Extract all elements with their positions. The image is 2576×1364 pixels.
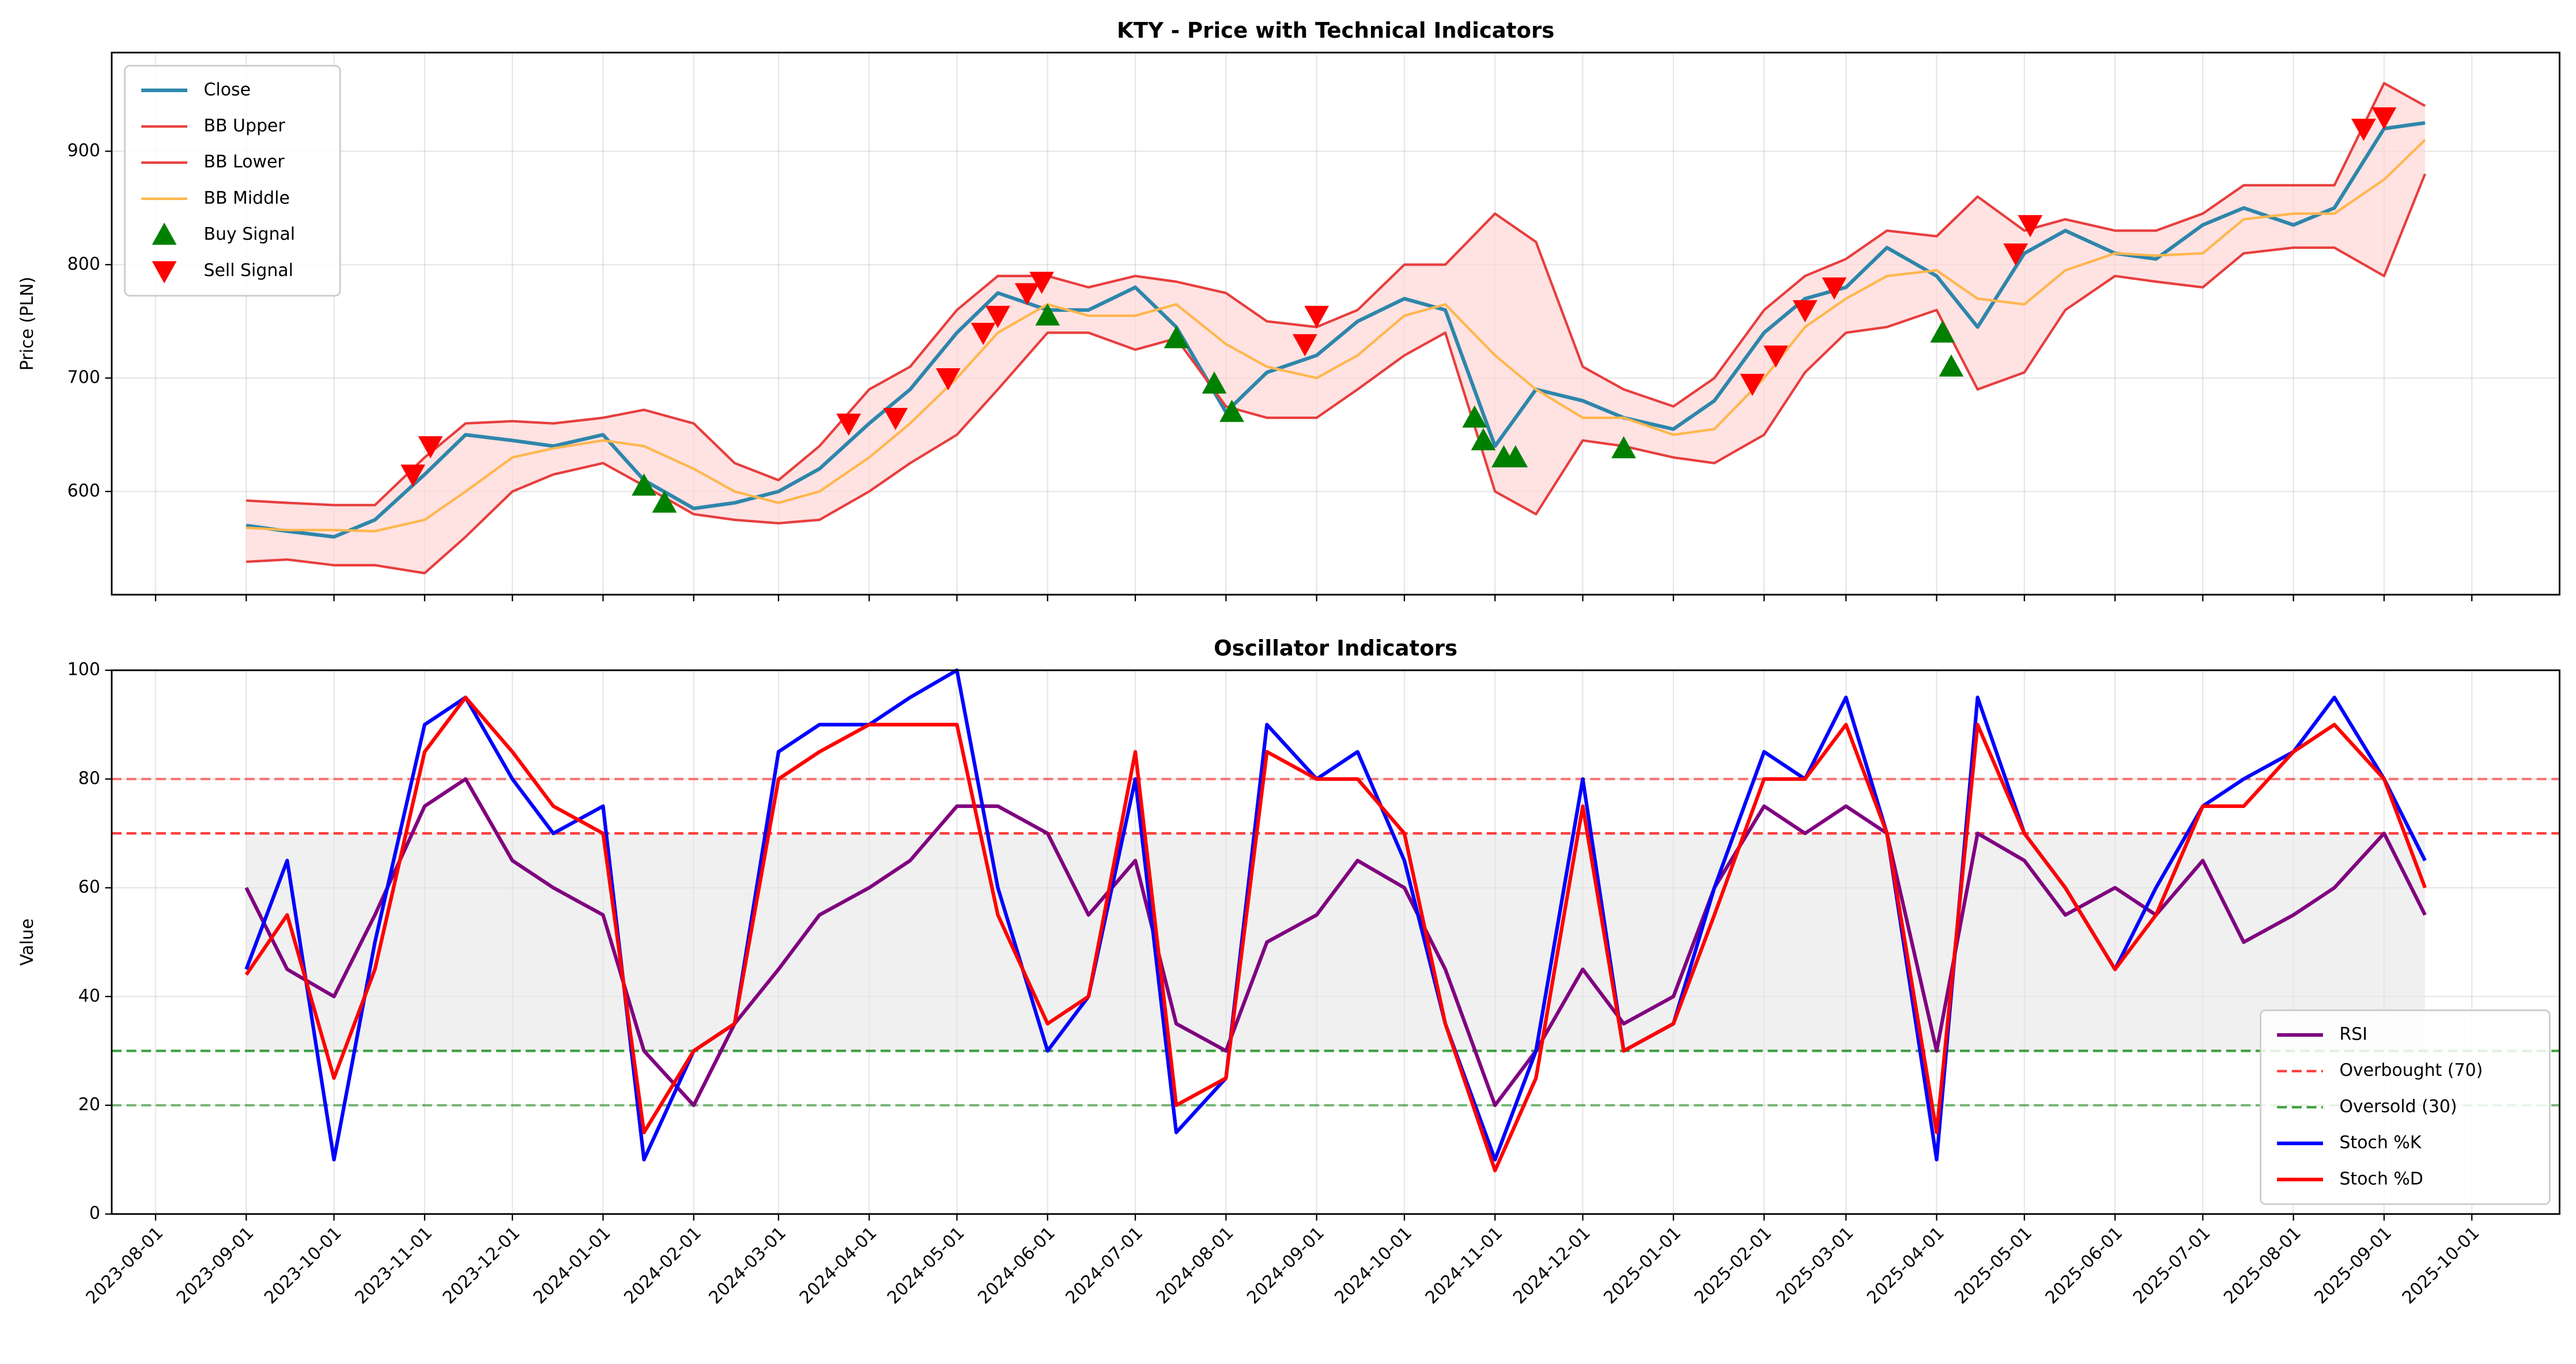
y-tick-label: 20 [78, 1095, 100, 1115]
signal-marker [1462, 405, 1487, 428]
legend-label: Stoch %D [2339, 1169, 2423, 1189]
signal-marker [2003, 243, 2028, 266]
legend-box [124, 65, 341, 297]
signal-marker [401, 464, 425, 487]
y-tick-label: 60 [78, 877, 100, 897]
signal-marker [1202, 371, 1227, 394]
signal-marker [1029, 271, 1055, 294]
legend-label: Overbought (70) [2339, 1060, 2483, 1080]
signal-marker [1014, 283, 1040, 305]
y-tick-label: 800 [67, 254, 100, 274]
legend-label: Buy Signal [203, 224, 295, 244]
signal-marker [883, 407, 908, 430]
signal-marker [1822, 277, 1847, 300]
series-line [244, 777, 2427, 1108]
legend-label: Close [203, 80, 251, 100]
signal-marker [632, 473, 656, 496]
y-tick-label: 80 [78, 768, 100, 788]
signal-marker [836, 413, 862, 436]
legend-box [2260, 1009, 2551, 1206]
signal-marker [2371, 107, 2397, 130]
signal-marker [2018, 215, 2043, 237]
legend-label: Oversold (30) [2339, 1097, 2457, 1117]
chart-title: Oscillator Indicators [1214, 636, 1457, 660]
legend-label: BB Lower [203, 152, 285, 172]
signal-marker [1792, 300, 1818, 323]
signal-marker [1930, 320, 1955, 343]
signal-marker [1763, 345, 1788, 368]
signal-marker [1304, 305, 1329, 328]
legend-label: BB Middle [203, 188, 289, 208]
signal-marker [1740, 373, 1765, 396]
signal-marker [970, 323, 996, 345]
signal-marker [1471, 428, 1496, 451]
y-axis-label: Value [17, 919, 37, 966]
signal-marker [1293, 334, 1317, 357]
signal-marker [1219, 399, 1244, 422]
y-tick-label: 40 [78, 986, 100, 1006]
series-line [246, 173, 2427, 575]
signal-marker [2351, 118, 2376, 141]
signal-marker [1503, 445, 1528, 467]
axes-frame [111, 669, 2560, 1215]
signal-marker [1035, 303, 1060, 326]
signal-marker [418, 436, 443, 459]
band-fill [246, 83, 2426, 573]
signal-marker [1939, 354, 1964, 377]
axes-frame [111, 51, 2560, 596]
y-axis-label: Price (PLN) [17, 277, 37, 371]
legend-label: BB Upper [203, 116, 285, 136]
signal-marker [935, 368, 961, 391]
signal-marker [1164, 326, 1189, 349]
chart-title: KTY - Price with Technical Indicators [1117, 18, 1554, 43]
legend-label: Sell Signal [203, 260, 293, 281]
legend-swatch [152, 261, 177, 284]
y-tick-label: 900 [67, 141, 100, 161]
signal-marker [652, 490, 677, 513]
series-line [244, 696, 2427, 1173]
signal-marker [985, 305, 1010, 328]
series-line [246, 82, 2426, 507]
signal-marker [1611, 436, 1636, 459]
legend-label: Stoch %K [2339, 1133, 2422, 1153]
legend-label: RSI [2339, 1024, 2367, 1044]
legend-swatch [152, 222, 177, 245]
y-tick-label: 100 [67, 660, 100, 680]
y-tick-label: 700 [67, 368, 100, 388]
series-line [246, 139, 2426, 532]
y-tick-label: 0 [89, 1203, 100, 1223]
y-tick-label: 600 [67, 481, 100, 501]
